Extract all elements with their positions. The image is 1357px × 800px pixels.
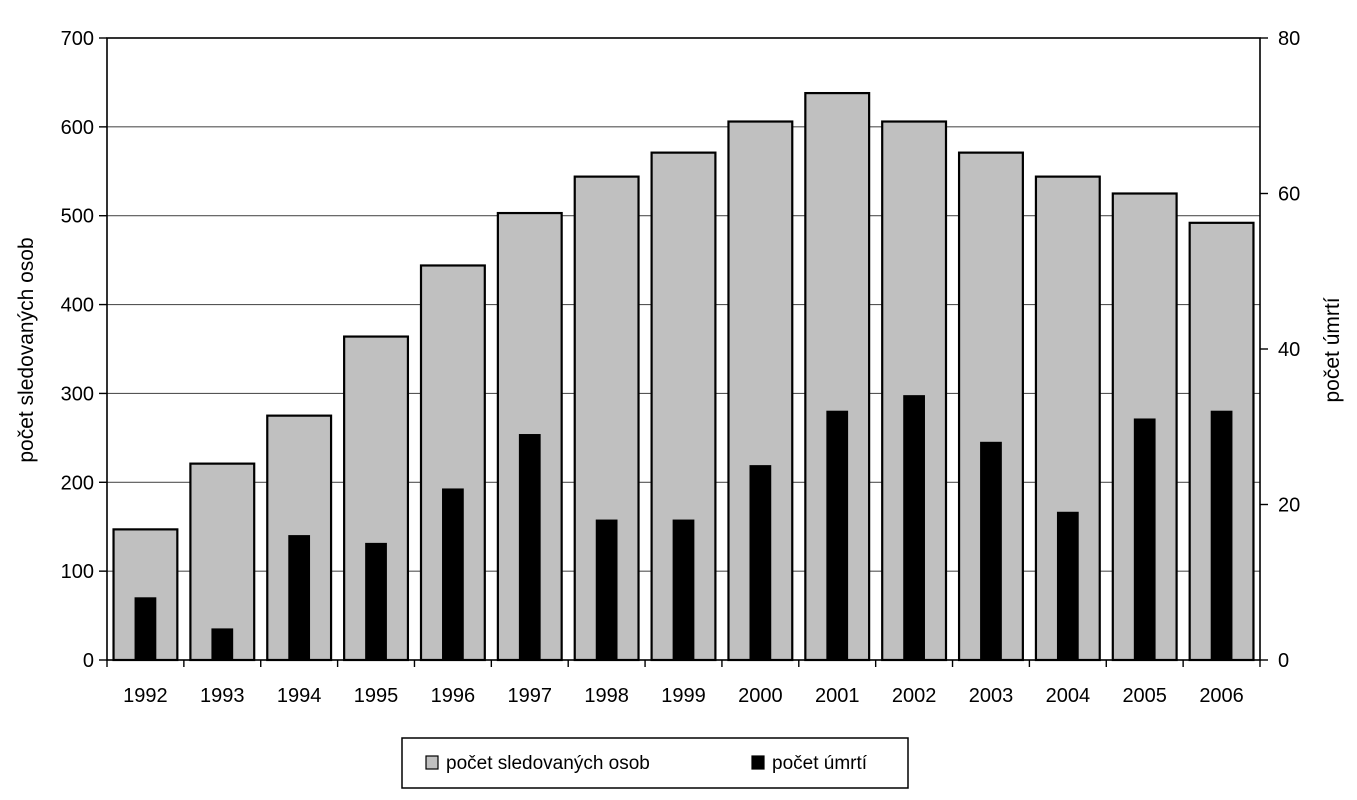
bar-deaths-1992 [134, 597, 157, 661]
x-tick-label-2004: 2004 [1046, 685, 1091, 707]
x-tick-label-2001: 2001 [815, 685, 860, 707]
bar-deaths-2001 [826, 410, 849, 661]
bar-deaths-1995 [365, 542, 387, 661]
y-left-tick-label: 400 [61, 295, 94, 317]
legend-frame [401, 737, 909, 789]
x-tick-label-1993: 1993 [200, 685, 245, 707]
x-tick-label-1997: 1997 [508, 685, 553, 707]
y-left-tick-label: 100 [61, 561, 94, 583]
legend: počet sledovaných osob počet úmrtí [401, 737, 909, 789]
y-axis-right-title: počet úmrtí [1321, 297, 1344, 402]
x-tick-label-1995: 1995 [354, 685, 399, 707]
bars [112, 91, 1255, 662]
tick-labels: 0 100 200 300 400 500 600 700 0 20 40 60 80 1992 1993 1… [61, 28, 1301, 707]
x-tick-label-1996: 1996 [431, 685, 476, 707]
bar-deaths-1997 [518, 434, 541, 661]
y-left-tick-label: 0 [83, 650, 94, 672]
y-left-tick-label: 600 [61, 117, 94, 139]
bar-deaths-1999 [672, 519, 695, 661]
x-tick-label-2000: 2000 [738, 685, 783, 707]
legend-swatch-deaths [751, 755, 765, 770]
y-axis-left-title: počet sledovaných osob [15, 237, 38, 462]
bar-deaths-1993 [211, 628, 234, 661]
bar-deaths-1998 [595, 519, 618, 661]
x-tick-label-2002: 2002 [892, 685, 937, 707]
legend-label-deaths: počet úmrtí [772, 753, 868, 774]
bar-deaths-2006 [1210, 410, 1233, 661]
y-right-tick-label: 20 [1278, 495, 1300, 517]
legend-swatch-tracked-persons [425, 755, 439, 770]
x-tick-label-1992: 1992 [123, 685, 168, 707]
x-tick-label-1994: 1994 [277, 685, 322, 707]
x-tick-label-2003: 2003 [969, 685, 1014, 707]
bar-deaths-1996 [442, 488, 464, 661]
x-tick-label-1998: 1998 [584, 685, 629, 707]
x-tick-label-2006: 2006 [1199, 685, 1244, 707]
x-tick-label-2005: 2005 [1122, 685, 1167, 707]
legend-label-tracked-persons: počet sledovaných osob [446, 753, 650, 774]
bar-deaths-2003 [980, 441, 1002, 661]
y-right-tick-label: 40 [1278, 339, 1300, 361]
bar-tracked-persons-1993 [189, 462, 256, 662]
y-right-tick-label: 80 [1278, 28, 1300, 50]
bar-deaths-2004 [1056, 511, 1079, 661]
y-left-tick-label: 700 [61, 28, 94, 50]
bar-deaths-2005 [1133, 418, 1156, 661]
axes [99, 37, 1268, 667]
y-left-tick-label: 200 [61, 472, 94, 494]
bar-deaths-2002 [903, 395, 925, 661]
y-left-tick-label: 500 [61, 206, 94, 228]
bar-deaths-1994 [288, 535, 311, 661]
y-left-tick-label: 300 [61, 383, 94, 405]
bar-deaths-2000 [749, 465, 772, 661]
y-right-tick-label: 60 [1278, 184, 1300, 206]
x-tick-label-1999: 1999 [661, 685, 706, 707]
y-right-tick-label: 0 [1278, 650, 1289, 672]
